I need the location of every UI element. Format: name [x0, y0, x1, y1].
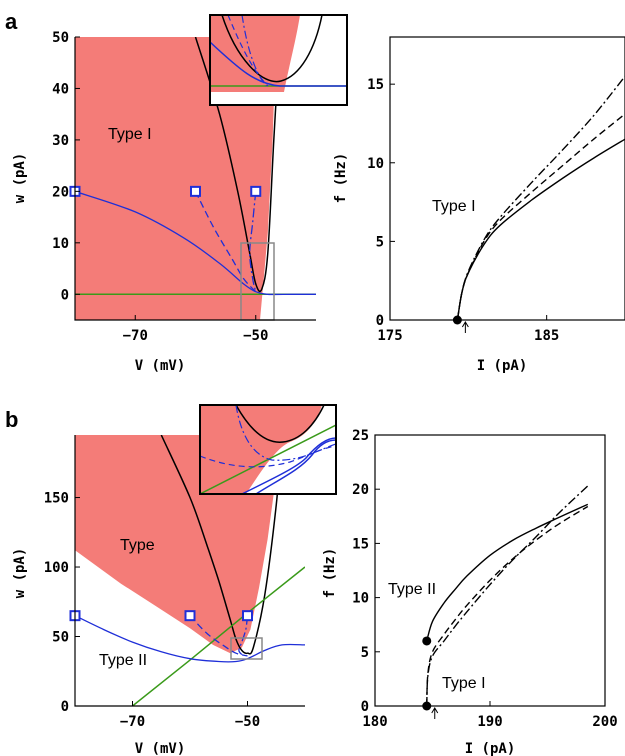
- fi-curve-dashed: [456, 113, 625, 320]
- inset-v-nullcline: [235, 405, 325, 443]
- x-tick-label: −70: [123, 328, 148, 344]
- y-axis-label: w (pA): [12, 153, 28, 204]
- trajectory-solid: [75, 190, 316, 296]
- inset-trajectory-solid: [210, 41, 347, 87]
- y-tick-label: 0: [376, 313, 384, 329]
- x-tick-label: 175: [377, 328, 402, 344]
- inset-v-nullcline: [221, 15, 323, 83]
- x-axis-label: V (mV): [135, 358, 186, 374]
- inset-frame: [209, 14, 348, 106]
- x-tick-label: −50: [235, 714, 260, 730]
- zoom-box: [230, 637, 263, 660]
- rheobase-arrow: [461, 321, 469, 333]
- inset-trajectory-dashed: [200, 445, 336, 468]
- start-marker-1: [190, 185, 201, 197]
- y-tick-label: 50: [52, 630, 69, 646]
- chart-b-right: 180 190 200 0 5 10 15 20 25 Type II Type I I (pA…: [322, 428, 618, 756]
- y-tick-label: 0: [61, 699, 69, 715]
- trajectory-solid: [75, 615, 305, 663]
- fi-curve-dashdot: [456, 75, 625, 320]
- y-tick-label: 5: [376, 234, 384, 250]
- inset-region: [210, 15, 300, 92]
- region-label-type-ii: Type II: [99, 652, 147, 669]
- start-marker-1: [184, 610, 196, 622]
- inset-b: [199, 404, 337, 495]
- x-tick-label: −50: [243, 328, 268, 344]
- region-label-type: Type: [120, 537, 155, 554]
- region-label-type-ii: Type II: [388, 581, 436, 598]
- y-tick-label: 20: [52, 184, 69, 200]
- chart-a-left: −70 −50 0 10 20 30 40 50 Type I V (mV) w (pA): [12, 30, 316, 374]
- region-label-type-i: Type I: [108, 126, 152, 143]
- onset-point-1: [422, 636, 432, 646]
- inset-trajectory-dashed: [227, 15, 269, 87]
- y-axis-label: f (Hz): [322, 548, 338, 599]
- y-tick-label: 25: [352, 428, 369, 444]
- panel-label-b: b: [5, 407, 18, 432]
- y-tick-label: 150: [44, 491, 69, 507]
- V-nullcline: [160, 435, 283, 655]
- V-nullcline: [194, 37, 281, 293]
- x-tick-label: 190: [477, 714, 502, 730]
- y-tick-label: 40: [52, 81, 69, 97]
- panel-label-a: a: [5, 9, 18, 34]
- x-tick-label: 185: [534, 328, 559, 344]
- x-tick-label: 200: [592, 714, 617, 730]
- y-axis-label: f (Hz): [333, 153, 349, 204]
- x-tick-label: −70: [120, 714, 145, 730]
- type-i-region: [75, 37, 275, 320]
- axis-lines: [74, 37, 316, 321]
- y-tick-label: 10: [352, 591, 369, 607]
- y-tick-label: 10: [52, 236, 69, 252]
- inset-w-nullcline: [200, 424, 336, 494]
- start-marker-2: [242, 610, 253, 622]
- y-tick-label: 15: [352, 536, 369, 552]
- y-tick-label: 15: [367, 77, 384, 93]
- inset-frame: [199, 404, 337, 495]
- inset-trajectory-dashdot: [235, 405, 336, 461]
- region-label-type-i: Type I: [442, 675, 486, 692]
- fi-curve-solid: [426, 503, 589, 642]
- fi-curve-dashdot: [426, 485, 589, 706]
- w-nullcline: [132, 566, 305, 706]
- region-label-type-i: Type I: [432, 198, 476, 215]
- axes-frame: [389, 36, 625, 321]
- y-axis-label: w (pA): [12, 548, 28, 599]
- trajectory-dashdot: [249, 191, 257, 292]
- y-tick-label: 30: [52, 133, 69, 149]
- x-axis-label: I (pA): [465, 741, 516, 756]
- chart-a-right: 175 185 0 5 10 15 Type I I (pA) f (Hz): [333, 36, 625, 374]
- inset-region: [200, 405, 322, 494]
- y-tick-label: 50: [52, 30, 69, 46]
- trajectory-dashed: [194, 191, 257, 293]
- y-tick-label: 20: [352, 482, 369, 498]
- y-tick-label: 0: [361, 699, 369, 715]
- inset-a: [209, 14, 348, 106]
- y-tick-label: 0: [61, 287, 69, 303]
- y-tick-label: 100: [44, 560, 69, 576]
- y-tick-label: 5: [361, 645, 369, 661]
- x-tick-label: 180: [362, 714, 387, 730]
- fi-curve-dashed: [426, 505, 589, 706]
- inset-trajectory-solid: [241, 437, 336, 494]
- inset-trajectory-dashdot: [241, 15, 267, 87]
- trajectory-dashed: [189, 615, 248, 657]
- x-axis-label: V (mV): [135, 741, 186, 756]
- start-marker-2: [250, 185, 262, 197]
- rheobase-arrow: [431, 707, 439, 719]
- fi-curve-solid: [456, 138, 625, 320]
- x-axis-label: I (pA): [477, 358, 528, 374]
- y-tick-label: 10: [367, 156, 384, 172]
- inset-trajectory-solid-2: [255, 439, 336, 494]
- trajectory-dashdot: [238, 615, 249, 656]
- axes-frame: [374, 434, 606, 707]
